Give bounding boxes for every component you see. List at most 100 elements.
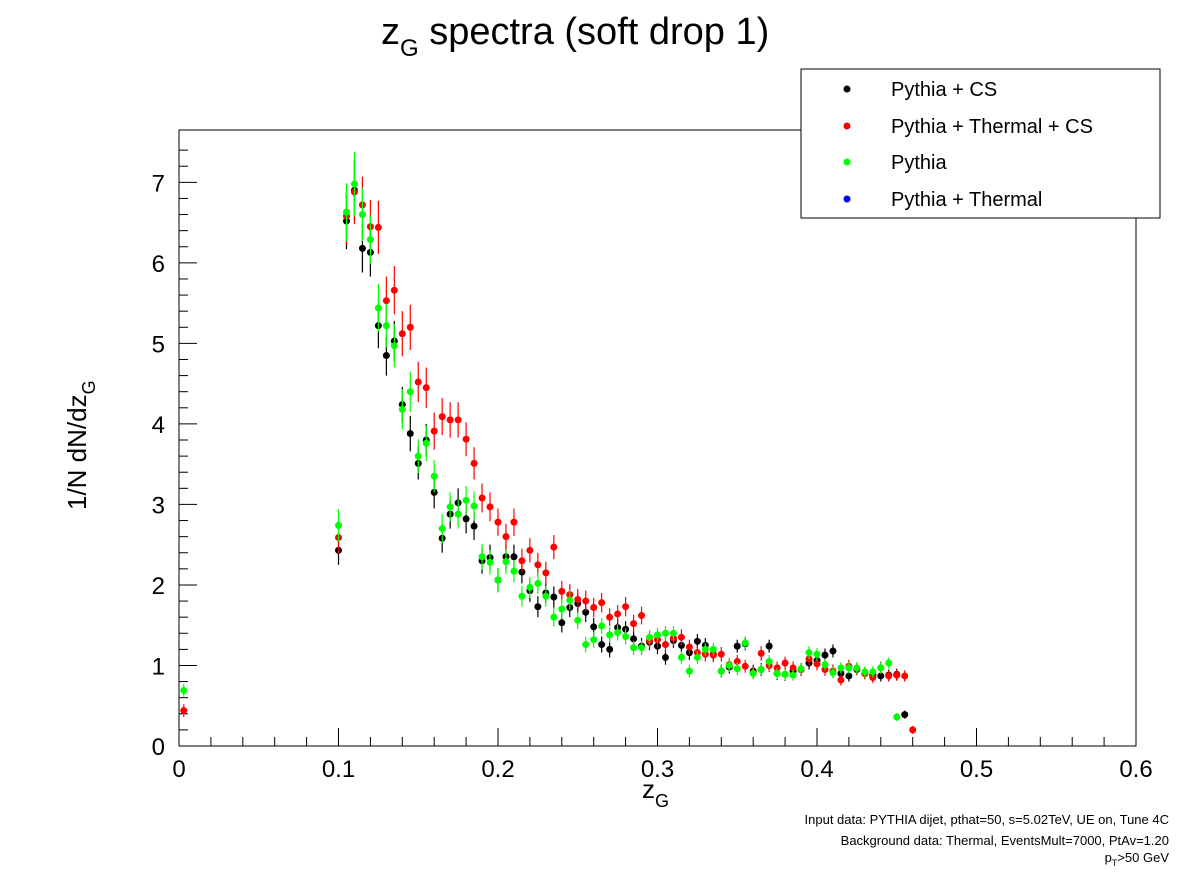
data-point <box>462 496 470 504</box>
data-point <box>813 650 821 658</box>
data-point <box>765 642 773 650</box>
data-point <box>390 286 398 294</box>
x-axis-title: zG <box>642 774 669 811</box>
y-tick-label: 6 <box>152 251 165 278</box>
data-point <box>733 665 741 673</box>
y-tick-label: 1 <box>152 653 165 680</box>
data-point <box>518 557 526 565</box>
data-point <box>510 518 518 526</box>
data-point <box>877 672 885 680</box>
data-point <box>638 612 646 620</box>
data-point <box>781 670 789 678</box>
data-point <box>606 613 614 621</box>
data-point <box>454 416 462 424</box>
x-tick-label: 0.5 <box>960 756 993 783</box>
data-point <box>789 664 797 672</box>
data-point <box>526 546 534 554</box>
data-point <box>406 323 414 331</box>
data-point <box>885 659 893 667</box>
data-point <box>430 427 438 435</box>
data-point <box>574 616 582 624</box>
y-tick-label: 0 <box>152 734 165 761</box>
data-point <box>901 711 909 719</box>
data-point <box>494 518 502 526</box>
data-point <box>390 342 398 350</box>
note-pt-cut: pT>50 GeV <box>1105 850 1170 868</box>
legend-marker-pythia-thermal <box>843 195 851 203</box>
data-point <box>661 629 669 637</box>
x-axis-tick-labels: 0 0.1 0.2 0.3 0.4 0.5 0.6 <box>172 756 1152 783</box>
data-point <box>566 596 574 604</box>
data-point <box>606 631 614 639</box>
legend-label-pythia: Pythia <box>891 152 947 174</box>
series-pythia <box>180 151 901 722</box>
data-point <box>430 472 438 480</box>
data-point <box>789 671 797 679</box>
data-point <box>741 662 749 670</box>
legend-marker-pythia-cs <box>843 85 851 93</box>
data-point <box>622 632 630 640</box>
data-point <box>622 603 630 611</box>
data-point <box>494 576 502 584</box>
data-point <box>893 713 901 721</box>
data-point <box>462 515 470 523</box>
data-point <box>358 244 366 252</box>
x-tick-label: 0.2 <box>481 756 514 783</box>
data-point <box>374 304 382 312</box>
data-point <box>590 636 598 644</box>
data-point <box>470 522 478 530</box>
data-point <box>773 670 781 678</box>
data-point <box>406 430 414 438</box>
data-point <box>582 641 590 649</box>
data-point <box>486 503 494 511</box>
data-point <box>821 661 829 669</box>
data-point <box>382 297 390 305</box>
data-point <box>374 223 382 231</box>
data-point <box>709 645 717 653</box>
legend-box <box>800 68 1161 219</box>
data-point <box>661 653 669 661</box>
data-point <box>534 561 542 569</box>
data-point <box>422 384 430 392</box>
data-point <box>510 553 518 561</box>
data-point <box>813 660 821 668</box>
data-point <box>486 558 494 566</box>
data-point <box>693 653 701 661</box>
y-axis-tick-labels: 0 1 2 3 4 5 6 7 <box>152 170 165 761</box>
data-point <box>382 322 390 330</box>
data-point <box>550 593 558 601</box>
data-point <box>821 651 829 659</box>
data-point <box>398 330 406 338</box>
data-point <box>837 664 845 672</box>
data-point <box>845 664 853 672</box>
data-point <box>725 661 733 669</box>
data-point <box>414 452 422 460</box>
data-point <box>717 667 725 675</box>
data-point <box>558 587 566 595</box>
y-axis-title-subscript: G <box>79 380 99 394</box>
data-point <box>630 644 638 652</box>
data-point <box>598 599 606 607</box>
data-point <box>582 608 590 616</box>
chart-title-z: z <box>381 11 400 53</box>
data-point <box>366 236 374 244</box>
y-tick-label: 3 <box>152 492 165 519</box>
y-tick-label: 2 <box>152 573 165 600</box>
data-point <box>717 650 725 658</box>
y-tick-label: 7 <box>152 170 165 197</box>
data-point <box>502 533 510 541</box>
legend-label-pythia-cs: Pythia + CS <box>891 79 997 101</box>
data-point <box>335 521 342 529</box>
data-point <box>502 558 510 566</box>
y-tick-label: 5 <box>152 331 165 358</box>
data-point <box>677 633 685 641</box>
chart-title-subscript: G <box>400 35 419 62</box>
data-point <box>590 623 598 631</box>
note-input-data: Input data: PYTHIA dijet, pthat=50, s=5.… <box>805 812 1169 827</box>
y-tick-label: 4 <box>152 412 165 439</box>
data-point <box>701 645 709 653</box>
data-point <box>901 672 909 680</box>
data-point <box>837 676 845 684</box>
note-pt-subscript: T <box>1112 858 1118 868</box>
